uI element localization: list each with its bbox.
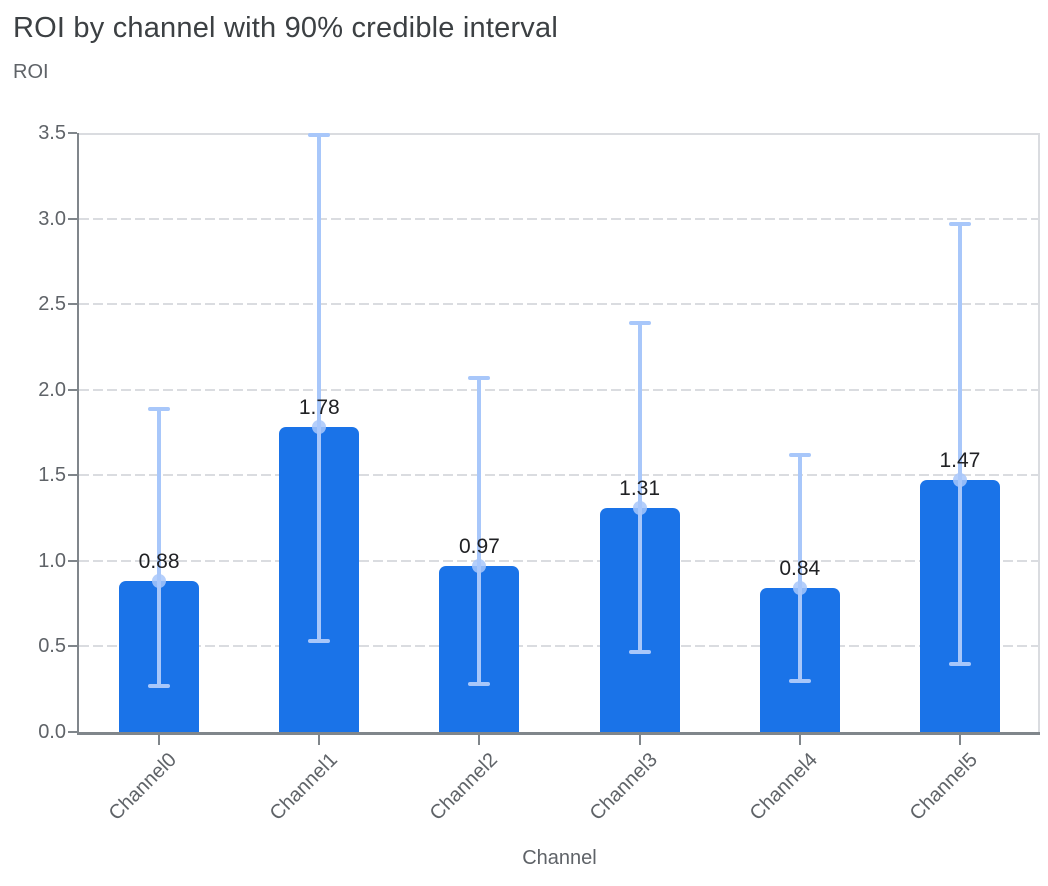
x-tick-label: Channel2	[425, 748, 502, 825]
error-bar-line	[797, 454, 802, 681]
bar-value-label: 1.31	[619, 476, 661, 500]
y-tick	[68, 303, 77, 306]
chart-title: ROI by channel with 90% credible interva…	[13, 12, 558, 44]
x-axis-title: Channel	[522, 847, 597, 869]
error-bar-cap-top	[628, 320, 651, 325]
x-tick	[158, 735, 161, 745]
error-bar-cap-bottom	[148, 683, 171, 688]
x-tick-label: Channel5	[906, 748, 983, 825]
bar-value-label: 1.47	[939, 449, 981, 473]
error-bar-cap-bottom	[788, 678, 811, 683]
x-tick	[478, 735, 481, 745]
y-tick-label: 0.0	[38, 721, 66, 743]
error-bar-line	[477, 377, 482, 685]
mean-dot	[152, 574, 167, 589]
error-bar-cap-top	[788, 452, 811, 457]
x-tick-label: Channel4	[745, 748, 823, 825]
x-axis-line	[77, 732, 1040, 735]
error-bar-cap-bottom	[948, 661, 971, 666]
error-bar-line	[957, 223, 962, 664]
gridline	[79, 388, 1040, 391]
x-tick-label: Channel3	[585, 748, 662, 825]
y-tick	[68, 731, 77, 733]
error-bar-cap-bottom	[468, 682, 491, 687]
x-tick	[318, 735, 321, 745]
y-axis-title: ROI	[13, 61, 49, 83]
plot-area: 0.0 0.5 1.0 1.5 2.0 2.5 3.0 3.5 0.88 Channel0 1.78…	[38, 122, 1040, 825]
gridline	[79, 559, 1040, 562]
error-bar-cap-bottom	[308, 639, 331, 644]
gridline	[79, 133, 1040, 135]
y-tick	[68, 559, 77, 562]
error-bar-line	[157, 408, 162, 686]
gridline	[79, 217, 1040, 220]
bar-value-label: 1.78	[298, 396, 340, 420]
x-tick	[638, 735, 641, 745]
x-tick-label: Channel0	[105, 748, 182, 825]
y-tick	[68, 645, 77, 648]
mean-dot	[952, 473, 967, 488]
y-tick	[68, 474, 77, 477]
bar-value-label: 0.84	[779, 557, 821, 581]
x-tick	[958, 735, 961, 745]
error-bar-line	[317, 134, 322, 642]
mean-dot	[792, 581, 807, 596]
x-tick-label: Channel1	[265, 748, 342, 825]
y-tick-label: 2.5	[38, 293, 66, 316]
bar-value-label: 0.88	[138, 550, 180, 574]
gridline	[79, 474, 1040, 477]
y-tick-label: 1.5	[38, 464, 66, 487]
y-tick	[68, 132, 77, 134]
y-tick-label: 2.0	[38, 378, 66, 401]
error-bar-line	[637, 322, 642, 652]
gridline	[79, 303, 1040, 306]
x-tick	[798, 735, 801, 745]
error-bar-cap-top	[468, 375, 491, 380]
error-bar-cap-top	[148, 406, 171, 411]
error-bar-cap-top	[948, 221, 971, 226]
mean-dot	[632, 500, 647, 515]
mean-dot	[472, 558, 487, 573]
y-tick-label: 3.0	[38, 207, 66, 230]
y-tick-label: 3.5	[38, 122, 66, 144]
y-axis-line	[77, 133, 79, 735]
y-tick	[68, 217, 77, 220]
error-bar-cap-top	[308, 132, 331, 137]
bar-value-label: 0.97	[458, 534, 500, 558]
y-tick-label: 1.0	[38, 549, 66, 572]
gridline	[79, 645, 1040, 648]
error-bar-cap-bottom	[628, 649, 651, 654]
plot-right-border	[1038, 133, 1040, 732]
y-tick	[68, 388, 77, 391]
y-tick-label: 0.5	[38, 635, 66, 658]
mean-dot	[312, 420, 327, 435]
